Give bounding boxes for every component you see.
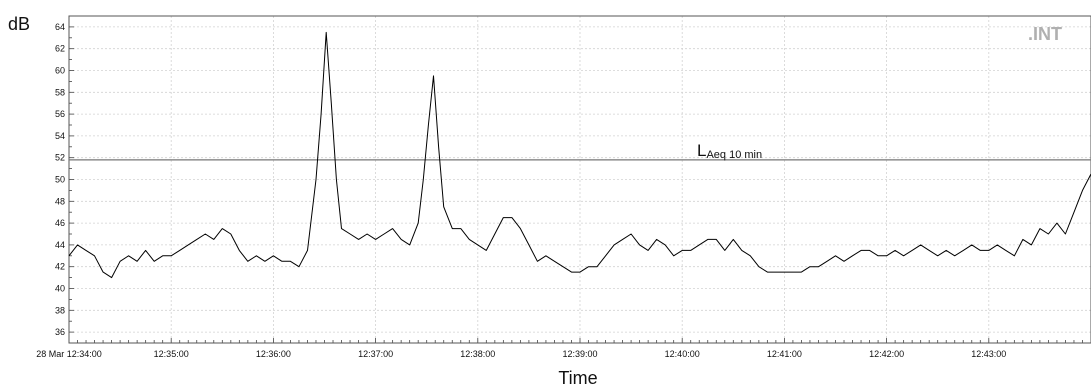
- y-tick-label: 52: [55, 153, 65, 163]
- x-tick-label: 12:43:00: [971, 349, 1006, 359]
- y-tick-label: 40: [55, 284, 65, 294]
- y-tick-label: 54: [55, 131, 65, 141]
- y-tick-label: 42: [55, 262, 65, 272]
- y-tick-label: 36: [55, 327, 65, 337]
- x-tick-label: 28 Mar 12:34:00: [36, 349, 102, 359]
- laeq-label: LAeq 10 min: [697, 141, 762, 161]
- y-tick-label: 62: [55, 44, 65, 54]
- plot-frame: [68, 15, 1091, 344]
- y-tick-label: 50: [55, 175, 65, 185]
- x-tick-label: 12:35:00: [154, 349, 189, 359]
- y-axis-label: dB: [8, 14, 30, 34]
- x-tick-label: 12:42:00: [869, 349, 904, 359]
- y-tick-label: 60: [55, 66, 65, 76]
- y-tick-label: 64: [55, 22, 65, 32]
- y-tick-label: 56: [55, 109, 65, 119]
- x-tick-label: 12:41:00: [767, 349, 802, 359]
- series-line: [68, 31, 1091, 279]
- y-tick-label: 44: [55, 240, 65, 250]
- nti-logo: .INT: [1028, 24, 1062, 44]
- x-tick-label: 12:37:00: [358, 349, 393, 359]
- x-tick-label: 12:40:00: [665, 349, 700, 359]
- x-tick-label: 12:39:00: [562, 349, 597, 359]
- y-tick-label: 46: [55, 218, 65, 228]
- y-tick-label: 58: [55, 87, 65, 97]
- plot-area: 36 38 40 42 44 46 48 50 52 54 56 58 60 62 64 28 Mar 12:…: [36, 15, 1091, 359]
- x-axis-label: Time: [558, 368, 597, 388]
- y-tick-label: 48: [55, 196, 65, 206]
- x-tick-label: 12:38:00: [460, 349, 495, 359]
- x-tick-label: 12:36:00: [256, 349, 291, 359]
- y-tick-label: 38: [55, 305, 65, 315]
